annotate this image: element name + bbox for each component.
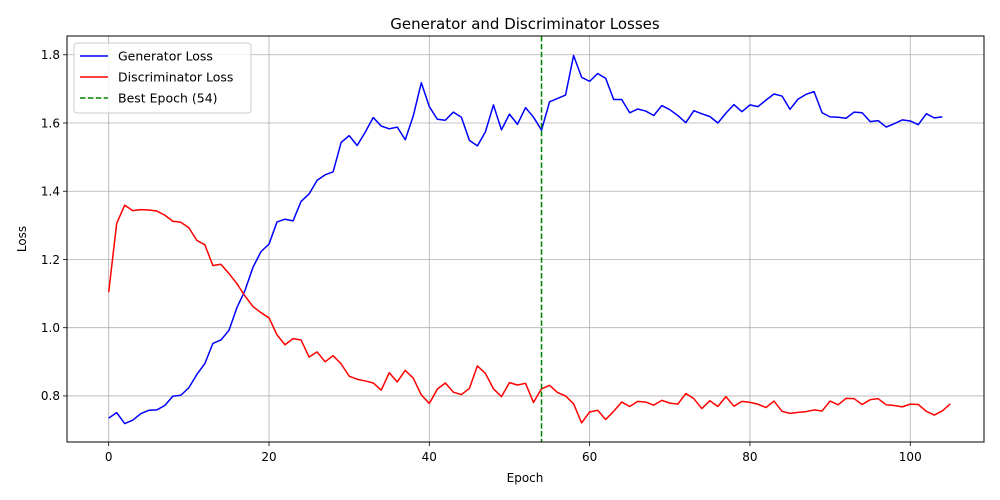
y-axis: 0.8 1.0 1.2 1.4 1.6 1.8 xyxy=(41,48,67,403)
legend-label-best-epoch: Best Epoch (54) xyxy=(118,91,218,106)
plot-frame xyxy=(66,35,985,443)
chart-title: Generator and Discriminator Losses xyxy=(390,15,660,33)
y-tick-label: 1.0 xyxy=(41,321,60,335)
legend-label-generator: Generator Loss xyxy=(118,49,213,64)
x-tick-label: 0 xyxy=(105,450,113,464)
discriminator-loss-line xyxy=(107,204,951,424)
x-axis: 0 20 40 60 80 100 xyxy=(105,442,922,464)
x-tick-label: 80 xyxy=(742,450,757,464)
y-tick-label: 1.8 xyxy=(41,48,60,62)
y-axis-label: Loss xyxy=(15,226,29,252)
x-tick-label: 20 xyxy=(261,450,276,464)
generator-loss-line xyxy=(108,54,943,425)
plot-area xyxy=(107,36,951,442)
x-tick-label: 100 xyxy=(899,450,922,464)
x-tick-label: 40 xyxy=(422,450,437,464)
legend: Generator Loss Discriminator Loss Best E… xyxy=(73,42,252,114)
y-tick-label: 0.8 xyxy=(41,389,60,403)
grid xyxy=(67,36,984,442)
x-axis-label: Epoch xyxy=(507,471,544,485)
x-tick-label: 60 xyxy=(582,450,597,464)
y-tick-label: 1.4 xyxy=(41,185,60,199)
legend-box xyxy=(73,42,252,114)
y-tick-label: 1.6 xyxy=(41,116,60,130)
y-tick-label: 1.2 xyxy=(41,253,60,267)
legend-label-discriminator: Discriminator Loss xyxy=(118,70,233,85)
